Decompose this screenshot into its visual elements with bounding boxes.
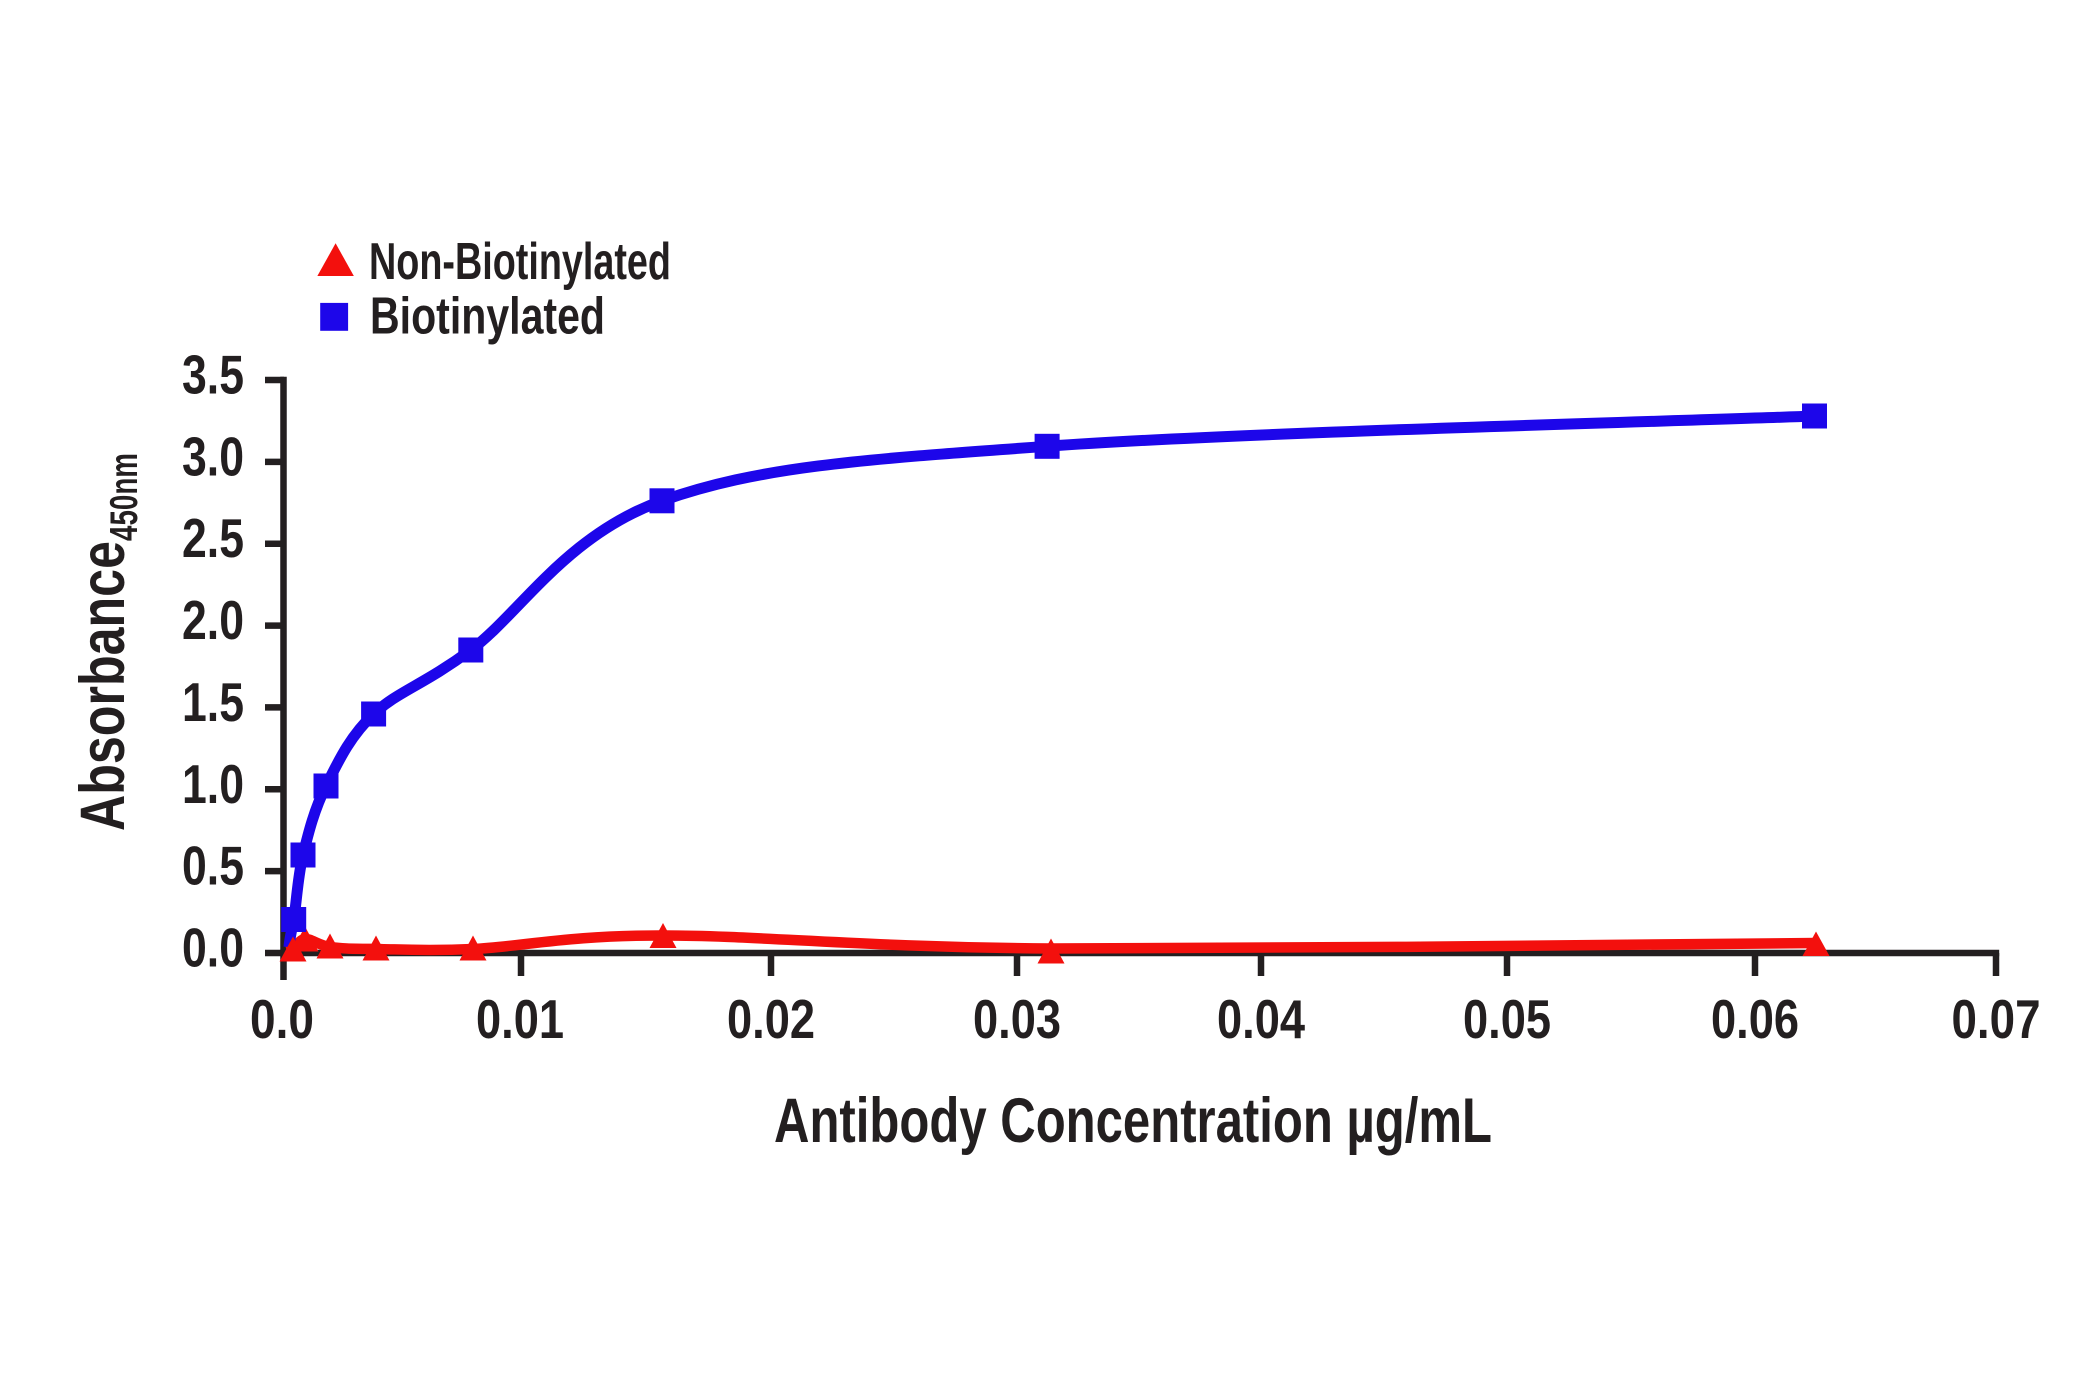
- svg-text:1.5: 1.5: [182, 671, 244, 733]
- svg-text:0.0: 0.0: [250, 988, 314, 1050]
- svg-text:0.07: 0.07: [1952, 988, 2041, 1050]
- svg-text:0.04: 0.04: [1217, 988, 1305, 1050]
- svg-text:3.0: 3.0: [182, 425, 244, 487]
- svg-text:0.06: 0.06: [1711, 988, 1799, 1050]
- svg-text:450nm: 450nm: [103, 453, 146, 541]
- svg-text:3.5: 3.5: [182, 344, 244, 406]
- svg-text:1.0: 1.0: [182, 753, 244, 815]
- svg-text:Antibody Concentration µg/mL: Antibody Concentration µg/mL: [774, 1086, 1492, 1156]
- svg-text:Biotinylated: Biotinylated: [370, 288, 605, 346]
- svg-text:2.5: 2.5: [182, 507, 244, 569]
- svg-text:0.0: 0.0: [182, 917, 244, 979]
- svg-text:Non-Biotinylated: Non-Biotinylated: [369, 233, 671, 291]
- svg-text:0.01: 0.01: [476, 988, 564, 1050]
- svg-text:2.0: 2.0: [182, 589, 244, 651]
- svg-text:0.05: 0.05: [1463, 988, 1551, 1050]
- svg-text:0.5: 0.5: [182, 835, 244, 897]
- svg-text:Absorbance: Absorbance: [68, 541, 138, 831]
- svg-text:0.02: 0.02: [727, 988, 815, 1050]
- svg-text:0.03: 0.03: [973, 988, 1061, 1050]
